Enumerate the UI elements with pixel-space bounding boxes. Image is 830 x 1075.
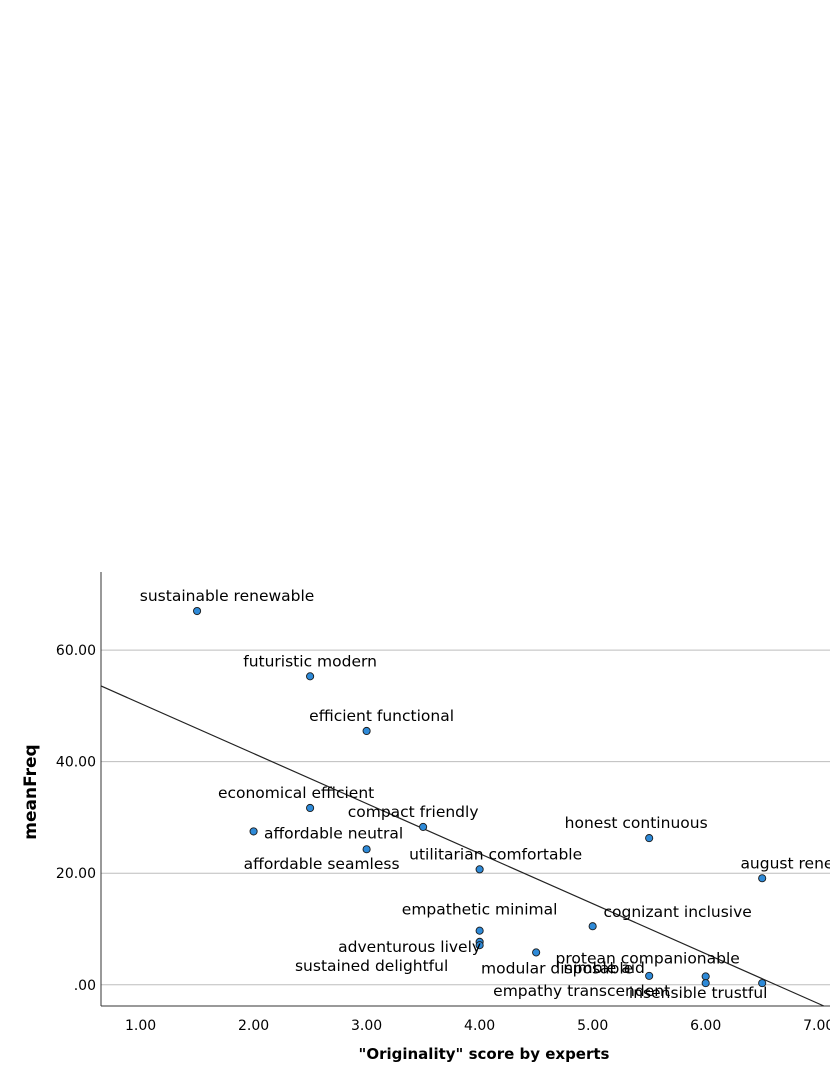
scatter-point xyxy=(588,922,597,931)
scatter-point xyxy=(645,971,654,980)
scatter-point xyxy=(362,845,371,854)
scatter-point xyxy=(193,606,202,616)
scatter-point xyxy=(306,803,315,813)
y-axis-title: meanFreq xyxy=(21,744,41,839)
x-tick-label: 6.00 xyxy=(690,1018,721,1034)
x-tick-label: 4.00 xyxy=(464,1018,495,1034)
scatter-point xyxy=(758,874,767,883)
scatter-point xyxy=(249,827,258,836)
point-labels: sustainable renewable futuristic modern ef… xyxy=(140,587,830,1002)
scatter-point xyxy=(419,822,428,831)
point-label: modular disposable xyxy=(481,959,633,977)
point-label: cognizant inclusive xyxy=(603,903,751,921)
y-tick-label: .00 xyxy=(74,978,96,994)
y-tick-label: 40.00 xyxy=(56,755,96,771)
point-label: compact friendly xyxy=(348,803,479,821)
point-label: protean companionable xyxy=(556,949,740,967)
point-label: adventurous lively xyxy=(338,938,481,956)
x-tick-label: 3.00 xyxy=(351,1018,382,1034)
x-axis-title: "Originality" score by experts xyxy=(359,1045,610,1063)
x-tick-label: 7.00 xyxy=(803,1018,830,1034)
point-label: affordable seamless xyxy=(244,855,400,873)
point-label: empathetic minimal xyxy=(402,901,558,919)
y-tick-label: 20.00 xyxy=(56,866,96,882)
scatter-point xyxy=(701,979,710,988)
point-label: efficient functional xyxy=(309,707,454,725)
point-label: futuristic modern xyxy=(243,652,377,670)
tick-labels: .00 20.00 40.00 60.00 1.00 2.00 3.00 4.00 5.00 6.… xyxy=(56,643,830,1034)
scatter-point xyxy=(475,941,484,950)
scatter-point xyxy=(475,865,484,874)
point-label: sustainable renewable xyxy=(140,587,315,605)
point-label: empathy transcendent xyxy=(493,982,670,1000)
x-tick-label: 5.00 xyxy=(577,1018,608,1034)
scatter-point xyxy=(475,926,484,935)
fit-line-group xyxy=(100,685,825,1007)
scatter-point xyxy=(701,972,710,981)
point-label: sustained delightful xyxy=(295,957,448,975)
point-label: honest continuous xyxy=(565,814,708,832)
scatter-point xyxy=(362,726,371,736)
scatter-point xyxy=(645,834,654,843)
scatter-point xyxy=(532,948,541,957)
point-label: affordable neutral xyxy=(264,824,403,842)
point-label: utilitarian comfortable xyxy=(409,845,582,863)
scatter-point xyxy=(306,672,315,681)
point-label: insensible trustful xyxy=(629,984,768,1002)
data-points xyxy=(193,606,767,988)
x-tick-label: 2.00 xyxy=(238,1018,269,1034)
y-tick-label: 60.00 xyxy=(56,643,96,659)
scatter-point xyxy=(758,979,767,988)
axes xyxy=(100,572,830,1007)
point-label: economical efficient xyxy=(218,784,374,802)
point-label: august renewal xyxy=(740,854,830,872)
x-tick-label: 1.00 xyxy=(125,1018,156,1034)
fit-line xyxy=(100,685,825,1007)
point-label: nimble aid xyxy=(563,959,644,977)
